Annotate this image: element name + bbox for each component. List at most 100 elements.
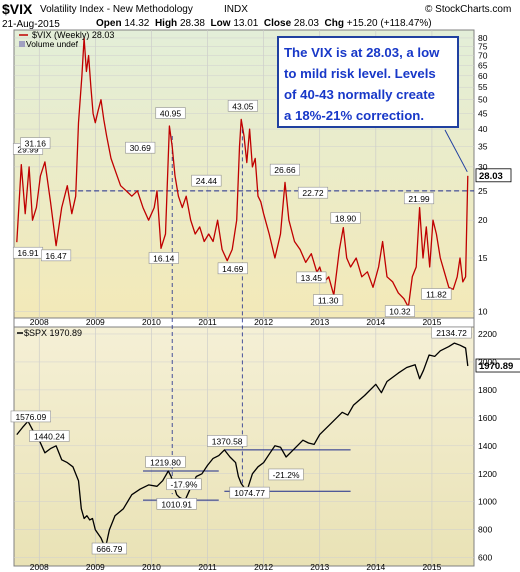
- spx-data-label: -21.2%: [273, 470, 300, 480]
- vix-data-label-box: [403, 192, 435, 205]
- vix-y-tick-label: 60: [478, 71, 488, 81]
- spx-data-label-box: [431, 326, 472, 339]
- vix-y-tick-label: 50: [478, 95, 488, 105]
- chg-label: Chg: [324, 18, 344, 29]
- spx-x-tick-label: 2014: [366, 562, 385, 572]
- low-value: 13.01: [233, 18, 259, 29]
- spx-data-label: 2134.72: [436, 328, 467, 338]
- spx-data-label-box: [10, 410, 51, 423]
- vix-data-label-box: [313, 294, 344, 306]
- spx-data-label-box: [29, 430, 70, 442]
- spx-y-tick-label: 1200: [478, 469, 497, 479]
- volume-legend-swatch: [19, 41, 25, 47]
- vix-last-value-tag-box: [475, 168, 512, 183]
- vix-last-value-tag: 28.03: [479, 171, 503, 182]
- vix-y-tick-label: 15: [478, 253, 488, 263]
- spx-y-tick-label: 600: [478, 553, 492, 563]
- spx-data-label: 1440.24: [34, 432, 65, 442]
- vix-data-label-box: [384, 305, 416, 317]
- spx-x-tick-label: 2011: [198, 562, 217, 572]
- vix-data-label: 11.82: [426, 290, 447, 300]
- vix-y-tick-label: 80: [478, 33, 488, 43]
- vix-data-label-box: [227, 99, 258, 112]
- spx-x-tick-label: 2009: [86, 562, 105, 572]
- vix-y-tick-label: 70: [478, 51, 488, 61]
- vix-data-label-box: [125, 141, 156, 154]
- vix-legend-volume: Volume undef: [26, 39, 79, 49]
- vix-data-label-box: [217, 262, 248, 275]
- spx-data-label: 1074.77: [234, 488, 265, 498]
- spx-x-tick-label: 2010: [142, 562, 161, 572]
- vix-data-label-box: [330, 212, 361, 224]
- vix-data-label: 31.16: [25, 139, 47, 149]
- index-name: Volatility Index - New Methodology: [40, 4, 193, 15]
- annotation-line: The VIX is at 28.03, a low: [284, 45, 440, 60]
- vix-x-tick-label: 2009: [86, 317, 105, 327]
- vix-x-tick-label: 2013: [310, 317, 329, 327]
- open-label: Open: [96, 18, 122, 29]
- vix-data-label: 16.91: [17, 248, 39, 258]
- vix-data-label-box: [155, 107, 186, 119]
- exchange-name: INDX: [224, 4, 248, 15]
- spx-data-label: 1219.80: [150, 457, 181, 467]
- vix-data-label-box: [269, 163, 301, 176]
- spx-data-label: 1370.58: [212, 436, 243, 446]
- vix-data-label-box: [148, 252, 179, 264]
- vix-y-tick-label: 20: [478, 215, 488, 225]
- vix-series-line: [16, 37, 469, 308]
- vix-y-tick-label: 65: [478, 60, 488, 70]
- spx-data-label-box: [229, 486, 270, 499]
- spx-y-tick-label: 2000: [478, 357, 497, 367]
- vix-x-tick-label: 2015: [422, 317, 441, 327]
- vix-data-label: 24.44: [196, 176, 218, 186]
- vix-y-tick-label: 35: [478, 142, 488, 152]
- chg-value: +15.20 (+118.47%): [346, 18, 432, 29]
- spx-data-label-box: [145, 456, 186, 468]
- spx-data-label-box: [207, 435, 248, 447]
- vix-y-tick-label: 45: [478, 109, 488, 119]
- spx-data-label-box: [166, 478, 202, 491]
- spx-y-tick-label: 1600: [478, 413, 497, 423]
- open-value: 14.32: [124, 18, 150, 29]
- vix-data-label-box: [20, 137, 51, 149]
- copyright: © StockCharts.com: [425, 4, 512, 15]
- vix-data-label: 10.32: [389, 307, 411, 317]
- spx-data-label-box: [156, 497, 197, 510]
- date-label: 21-Aug-2015: [2, 19, 60, 30]
- year-strip: [13, 317, 475, 328]
- high-value: 28.38: [179, 18, 205, 29]
- vix-data-label: 26.66: [274, 165, 296, 175]
- spx-panel-title: $SPX 1970.89: [24, 328, 82, 338]
- annotation-line: a 18%-21% correction.: [284, 108, 424, 123]
- quote-line: Open 14.32 High 28.38 Low 13.01 Close 28…: [96, 18, 432, 29]
- vix-data-label: 29.99: [17, 144, 39, 154]
- vix-y-tick-label: 75: [478, 41, 488, 51]
- annotation-line: to mild risk level. Levels: [284, 66, 436, 81]
- vix-data-label: 16.47: [45, 251, 67, 261]
- vix-y-tick-label: 55: [478, 82, 488, 92]
- vix-data-label-box: [191, 174, 222, 187]
- vix-x-tick-label: 2012: [254, 317, 273, 327]
- spx-y-tick-label: 800: [478, 525, 492, 535]
- vix-data-label: 22.72: [302, 188, 324, 198]
- vix-data-label: 13.45: [301, 273, 323, 283]
- vix-x-tick-label: 2014: [366, 317, 385, 327]
- vix-panel-title: $VIX (Weekly) 28.03: [32, 30, 114, 40]
- spx-y-tick-label: 1800: [478, 385, 497, 395]
- close-value: 28.03: [293, 18, 319, 29]
- symbol-title: $VIX: [2, 1, 33, 17]
- spx-data-label: -17.9%: [171, 480, 198, 490]
- spx-data-label: 1576.09: [15, 412, 46, 422]
- spx-x-tick-label: 2012: [254, 562, 273, 572]
- vix-data-label: 18.90: [335, 213, 357, 223]
- spx-x-tick-label: 2008: [30, 562, 49, 572]
- vix-data-label-box: [421, 288, 452, 300]
- vix-y-tick-label: 40: [478, 124, 488, 134]
- vix-data-label: 16.14: [153, 254, 175, 264]
- vix-data-label-box: [296, 271, 327, 284]
- spx-series-line: [16, 342, 469, 549]
- spx-data-label: 666.79: [96, 544, 122, 554]
- vix-x-tick-label: 2008: [30, 317, 49, 327]
- vix-x-tick-label: 2010: [142, 317, 161, 327]
